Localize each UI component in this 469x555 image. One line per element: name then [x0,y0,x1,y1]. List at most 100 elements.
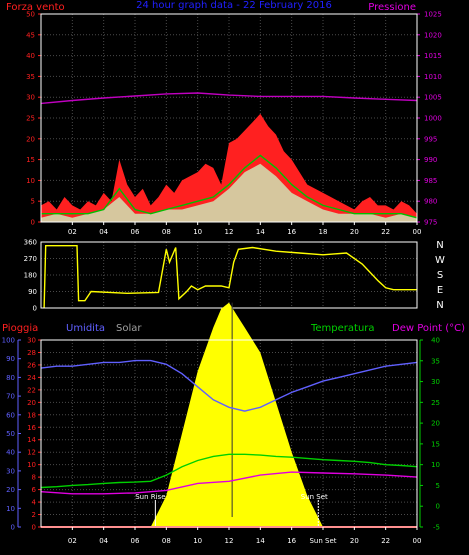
temp-x-tick-label: 16 [287,537,296,545]
temp-x-tick-label: 04 [99,537,108,545]
solar-label: Solar [116,323,142,334]
pressure-right-tick-label: 1025 [424,11,442,19]
rain-label: Pioggia [2,323,38,334]
temperature-tick-label: 5 [436,482,440,490]
wind-left-tick-label: 45 [26,31,35,39]
rain-tick-label: 24 [27,374,36,382]
pressure-label: Pressione [368,2,416,13]
rain-tick-label: 22 [27,386,36,394]
pressure-right-tick-label: 1010 [424,73,442,81]
temperature-tick-label: 40 [431,337,440,345]
pressure-right-tick-label: 995 [424,135,437,143]
humidity-tick-label: 20 [6,486,15,494]
wind-left-tick-label: 20 [26,135,35,143]
temp-x-tick-label: Sun Set [309,537,336,545]
temp-x-tick-label: 14 [256,537,265,545]
wind-label: Forza vento [6,2,65,13]
humidity-tick-label: 70 [6,393,15,401]
direction-compass-label: N [436,240,443,251]
direction-left-tick-label: 90 [28,288,37,296]
temp-x-tick-label: 02 [68,537,77,545]
direction-line [43,244,417,309]
gust-area [41,113,417,222]
humidity-line [40,359,418,412]
rain-tick-label: 0 [32,524,36,532]
sunset-label: Sun Set [301,493,328,501]
direction-compass-label: W [435,255,445,266]
temp-x-tick-label: 06 [131,537,140,545]
direction-left-tick-label: 180 [24,272,37,280]
wind-left-tick-label: 50 [26,11,35,19]
rain-tick-label: 12 [27,449,36,457]
pressure-right-tick-label: 1000 [424,115,442,123]
humidity-tick-label: 10 [6,505,15,513]
temperature-tick-label: 20 [431,420,440,428]
wind-x-tick-label: 20 [350,228,359,236]
dewpoint-label: Dew Point (°C) [392,323,465,334]
temp-frame [40,339,418,528]
temperature-humidity-panel: 0102030405060708090100024681012141618202… [2,302,440,545]
temperature-tick-label: 10 [431,461,440,469]
direction-compass-label: S [437,270,443,281]
wind-x-tick-label: 12 [225,228,234,236]
temperature-label: Temperatura [310,323,375,334]
direction-left-tick-label: 270 [24,255,37,263]
wind-left-tick-label: 15 [26,156,35,164]
humidity-tick-label: 0 [11,524,15,532]
pressure-right-tick-label: 985 [424,177,437,185]
pressure-right-tick-label: 1005 [424,94,442,102]
direction-left-tick-label: 0 [33,305,37,313]
temp-x-tick-label: 08 [162,537,171,545]
pressure-right-tick-label: 975 [424,219,437,227]
wind-frame [40,13,418,223]
wind-x-tick-label: 16 [287,228,296,236]
wind-x-tick-label: 14 [256,228,265,236]
wind-left-tick-label: 30 [26,94,35,102]
temperature-tick-label: 25 [431,399,440,407]
wind-x-tick-label: 02 [68,228,77,236]
humidity-tick-label: 40 [6,449,15,457]
dewpoint-line [40,471,418,495]
temperature-tick-label: 15 [431,440,440,448]
wind-left-tick-label: 35 [26,73,35,81]
pressure-right-tick-label: 990 [424,156,437,164]
humidity-tick-label: 100 [2,337,15,345]
rain-tick-label: 6 [32,486,37,494]
humidity-tick-label: 50 [6,430,15,438]
temp-x-tick-label: 12 [225,537,234,545]
wind-left-tick-label: 10 [26,177,35,185]
wind-pressure-panel: 0510152025303540455097598098599099510001… [26,11,442,237]
wind-x-tick-label: 08 [162,228,171,236]
temp-x-tick-label: 10 [193,537,202,545]
wind-x-tick-label: 22 [381,228,390,236]
pressure-right-tick-label: 1020 [424,31,442,39]
wind-left-tick-label: 25 [26,115,35,123]
rain-tick-label: 16 [27,424,36,432]
rain-tick-label: 20 [27,399,36,407]
temperature-tick-label: 0 [436,503,440,511]
rain-tick-label: 2 [32,511,36,519]
wind-left-tick-label: 0 [31,219,35,227]
temperature-line [40,453,418,489]
wind-x-tick-label: 00 [413,228,422,236]
chart-title: 24 hour graph data - 22 February 2016 [136,0,332,11]
direction-compass-label: N [436,300,443,311]
temperature-tick-label: 30 [431,378,440,386]
wind-left-tick-label: 40 [26,52,35,60]
wind-x-tick-label: 04 [99,228,108,236]
direction-left-tick-label: 360 [24,239,37,247]
rain-tick-label: 28 [27,349,36,357]
wind-avg-line [41,154,418,219]
rain-tick-label: 18 [27,411,36,419]
temperature-tick-label: 35 [431,357,440,365]
rain-tick-label: 8 [32,474,36,482]
pressure-right-tick-label: 1015 [424,52,442,60]
rain-tick-label: 4 [32,499,37,507]
temp-x-tick-label: 20 [350,537,359,545]
wind-left-tick-label: 5 [31,198,35,206]
rain-tick-label: 10 [27,461,36,469]
wind-x-tick-label: 18 [319,228,328,236]
humidity-label: Umidita [66,323,105,334]
